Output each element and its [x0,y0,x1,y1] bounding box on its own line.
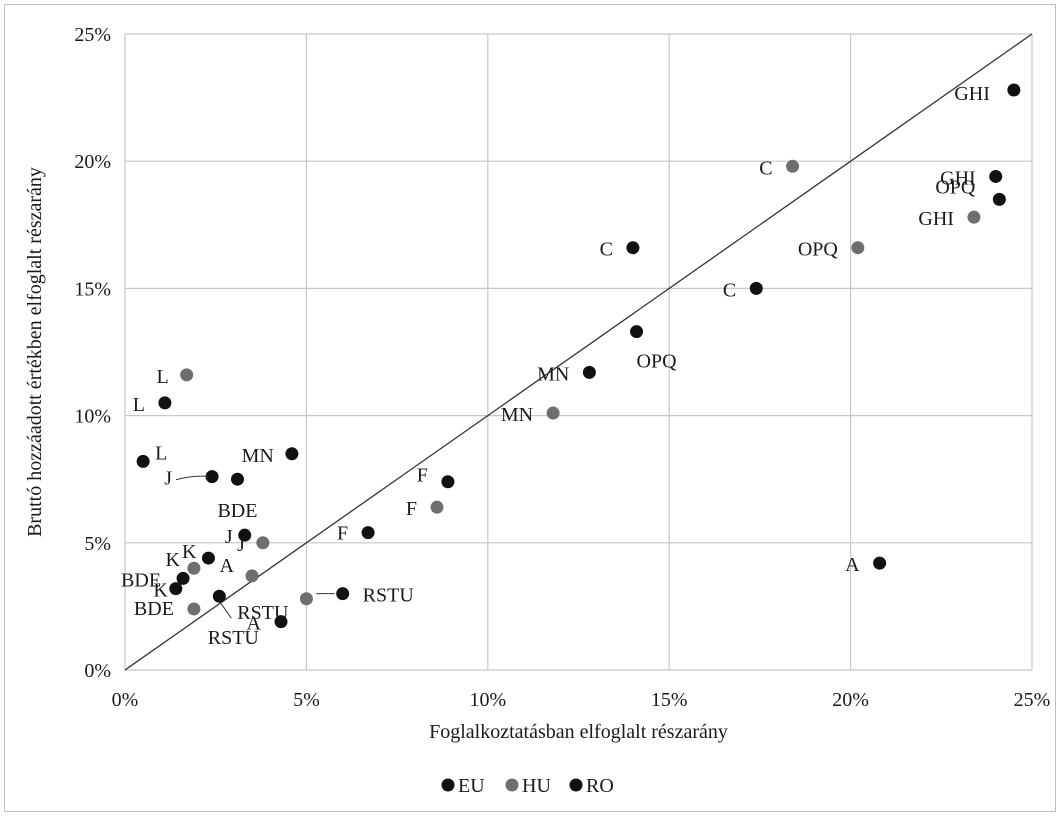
point-label: L [156,366,168,388]
x-tick-label: 20% [832,689,869,711]
x-tick-label: 10% [469,689,506,711]
data-point-ro [274,615,288,629]
point-label: K [153,580,168,602]
data-point-ro [158,396,172,410]
point-label: J [237,534,245,556]
point-label: C [759,157,772,179]
y-tick-label: 0% [84,660,111,682]
data-point-ro [989,169,1003,183]
legend-label-eu: EU [458,775,485,797]
data-point-eu [238,528,252,542]
point-label: L [155,442,167,464]
point-label: RSTU [363,585,415,607]
data-point-eu [1007,83,1021,97]
y-tick-label: 5% [84,533,111,555]
y-tick-label: 15% [74,278,111,300]
data-point-hu [256,536,270,550]
point-label: A [845,554,860,576]
point-label: J [225,526,233,548]
data-point-ro [230,472,244,486]
y-tick-label: 10% [74,406,111,428]
point-label: F [337,523,348,545]
point-label: MN [501,404,533,426]
point-label: F [406,498,417,520]
x-tick-label: 0% [112,689,139,711]
data-point-ro [205,470,219,484]
point-label: GHI [940,167,976,189]
point-label: A [220,555,235,577]
data-point-hu [851,241,865,255]
point-label: GHI [918,208,954,230]
data-point-ro [441,475,455,489]
reference-line-group [124,33,1033,671]
scatter-chart: 0% 5% 10% 15% 20% 25%0%5%10%15%20%25% GHIOPQC… [24,24,1050,797]
point-label: K [165,549,180,571]
legend: EU HU RO [441,775,614,797]
data-point-eu [992,192,1006,206]
point-label: MN [242,445,274,467]
point-label: BDE [121,569,161,591]
data-point-eu [582,365,596,379]
reference-line [124,33,1033,671]
legend-label-hu: HU [522,775,551,797]
data-point-hu [299,592,313,606]
point-label: BDE [134,598,174,620]
point-label: C [723,279,736,301]
point-label: OPQ [935,176,976,198]
data-point-hu [245,569,259,583]
leader-line [175,475,209,481]
point-label: OPQ [798,239,839,261]
y-axis-title: Bruttó hozzáadott értékben elfoglalt rés… [24,167,46,537]
legend-marker-hu [505,778,519,792]
point-label: BDE [217,500,257,522]
chart-frame: 0% 5% 10% 15% 20% 25% 0% 5% 10% 15% 20% 25% GHI OPQ C… [4,4,1056,812]
legend-label-ro: RO [586,775,614,797]
point-label: F [417,465,428,487]
y-tick-label: 25% [74,24,111,46]
point-label: J [164,468,172,490]
data-points [136,83,1021,629]
legend-marker-ro [569,778,583,792]
tick-labels: 0% 5% 10% 15% 20% 25% 0% 5% 10% 15% 20% 25% [74,24,1050,711]
point-label: RSTU [208,627,260,649]
point-label: K [182,541,197,563]
point-label: RSTU [237,602,289,624]
data-point-eu [361,526,375,540]
data-point-eu [873,556,887,570]
x-tick-label: 25% [1014,689,1051,711]
data-point-hu [967,210,981,224]
y-tick-label: 20% [74,151,111,173]
data-point-ro [626,241,640,255]
data-point-hu [430,500,444,514]
grid-lines [124,33,1033,671]
data-point-ro [169,582,183,596]
leader-line [218,600,232,619]
data-point-hu [187,561,201,575]
data-point-eu [176,571,190,585]
data-point-eu [336,587,350,601]
data-point-ro [630,325,644,339]
data-point-hu [786,159,800,173]
data-point-hu [546,406,560,420]
point-label: MN [537,363,569,385]
data-point-eu [136,454,150,468]
data-point-ro [212,589,226,603]
data-point-hu [187,602,201,616]
point-label: OPQ [637,351,678,373]
data-point-eu [201,551,215,565]
point-label: L [133,394,145,416]
x-tick-label: 15% [651,689,688,711]
x-axis-title: Foglalkoztatásban elfoglalt részarány [429,721,728,743]
data-point-hu [180,368,194,382]
point-label: GHI [954,83,990,105]
point-label: C [600,239,613,261]
data-point-ro [285,447,299,461]
data-point-eu [749,281,763,295]
x-tick-label: 5% [293,689,320,711]
legend-marker-eu [441,778,455,792]
point-label: A [247,613,262,635]
